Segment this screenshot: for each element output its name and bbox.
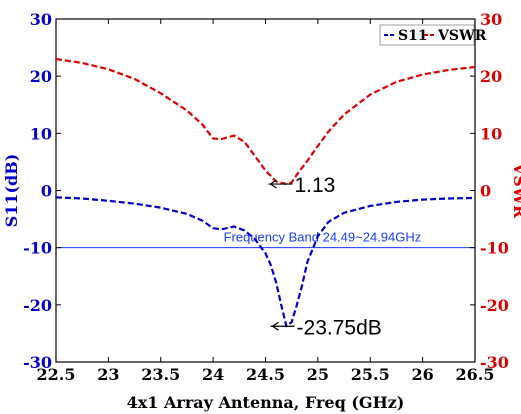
x-tick-label: 25 bbox=[307, 365, 329, 384]
annotation-label: 1.13 bbox=[294, 174, 335, 197]
y-left-tick-label: -30 bbox=[23, 353, 52, 372]
y-left-tick-label: 10 bbox=[30, 124, 52, 143]
series-line-s11 bbox=[55, 196, 476, 328]
reference-label: Frequency Band 24.49~24.94GHz bbox=[224, 230, 422, 245]
y-left-tick-label: -10 bbox=[23, 239, 52, 258]
x-tick-label: 25.5 bbox=[351, 365, 390, 384]
y-left-tick-label: 20 bbox=[30, 67, 52, 86]
legend: S11 VSWR bbox=[379, 24, 487, 46]
y-axis-label-right: VSWR bbox=[510, 162, 521, 219]
y-right-tick-label: 20 bbox=[480, 67, 502, 86]
y-left-tick-label: 30 bbox=[30, 10, 52, 29]
plot-frame bbox=[55, 18, 476, 363]
annotation-label: -23.75dB bbox=[297, 316, 382, 339]
y-right-tick-label: 30 bbox=[480, 10, 502, 29]
y-left-tick-label: -20 bbox=[23, 296, 52, 315]
y-axis-label-left: S11(dB) bbox=[2, 154, 21, 228]
x-tick-label: 22.5 bbox=[37, 365, 76, 384]
plot-area: Frequency Band 24.49~24.94GHz 22.5 23 23.5 2… bbox=[2, 10, 521, 412]
y-left-tick-label: 0 bbox=[41, 182, 52, 201]
x-tick-label: 24 bbox=[202, 365, 224, 384]
annotation-arrowhead bbox=[271, 321, 279, 331]
annotation-arrowhead bbox=[269, 179, 277, 189]
x-tick-label: 24.5 bbox=[246, 365, 285, 384]
x-tick-label: 23.5 bbox=[141, 365, 180, 384]
y-right-tick-label: -20 bbox=[480, 296, 509, 315]
x-tick-label: 26.5 bbox=[456, 365, 495, 384]
legend-label-s11: S11 bbox=[398, 28, 428, 44]
y-right-tick-label: 10 bbox=[480, 124, 502, 143]
y-right-tick-label: -10 bbox=[480, 239, 509, 258]
legend-label-vswr: VSWR bbox=[437, 28, 487, 44]
y-right-tick-label: 0 bbox=[480, 182, 491, 201]
x-axis-label: 4x1 Array Antenna, Freq (GHz) bbox=[127, 393, 405, 412]
x-tick-label: 23 bbox=[97, 365, 119, 384]
x-tick-label: 26 bbox=[411, 365, 433, 384]
series-line-vswr bbox=[55, 57, 476, 186]
y-right-tick-label: -30 bbox=[480, 353, 509, 372]
